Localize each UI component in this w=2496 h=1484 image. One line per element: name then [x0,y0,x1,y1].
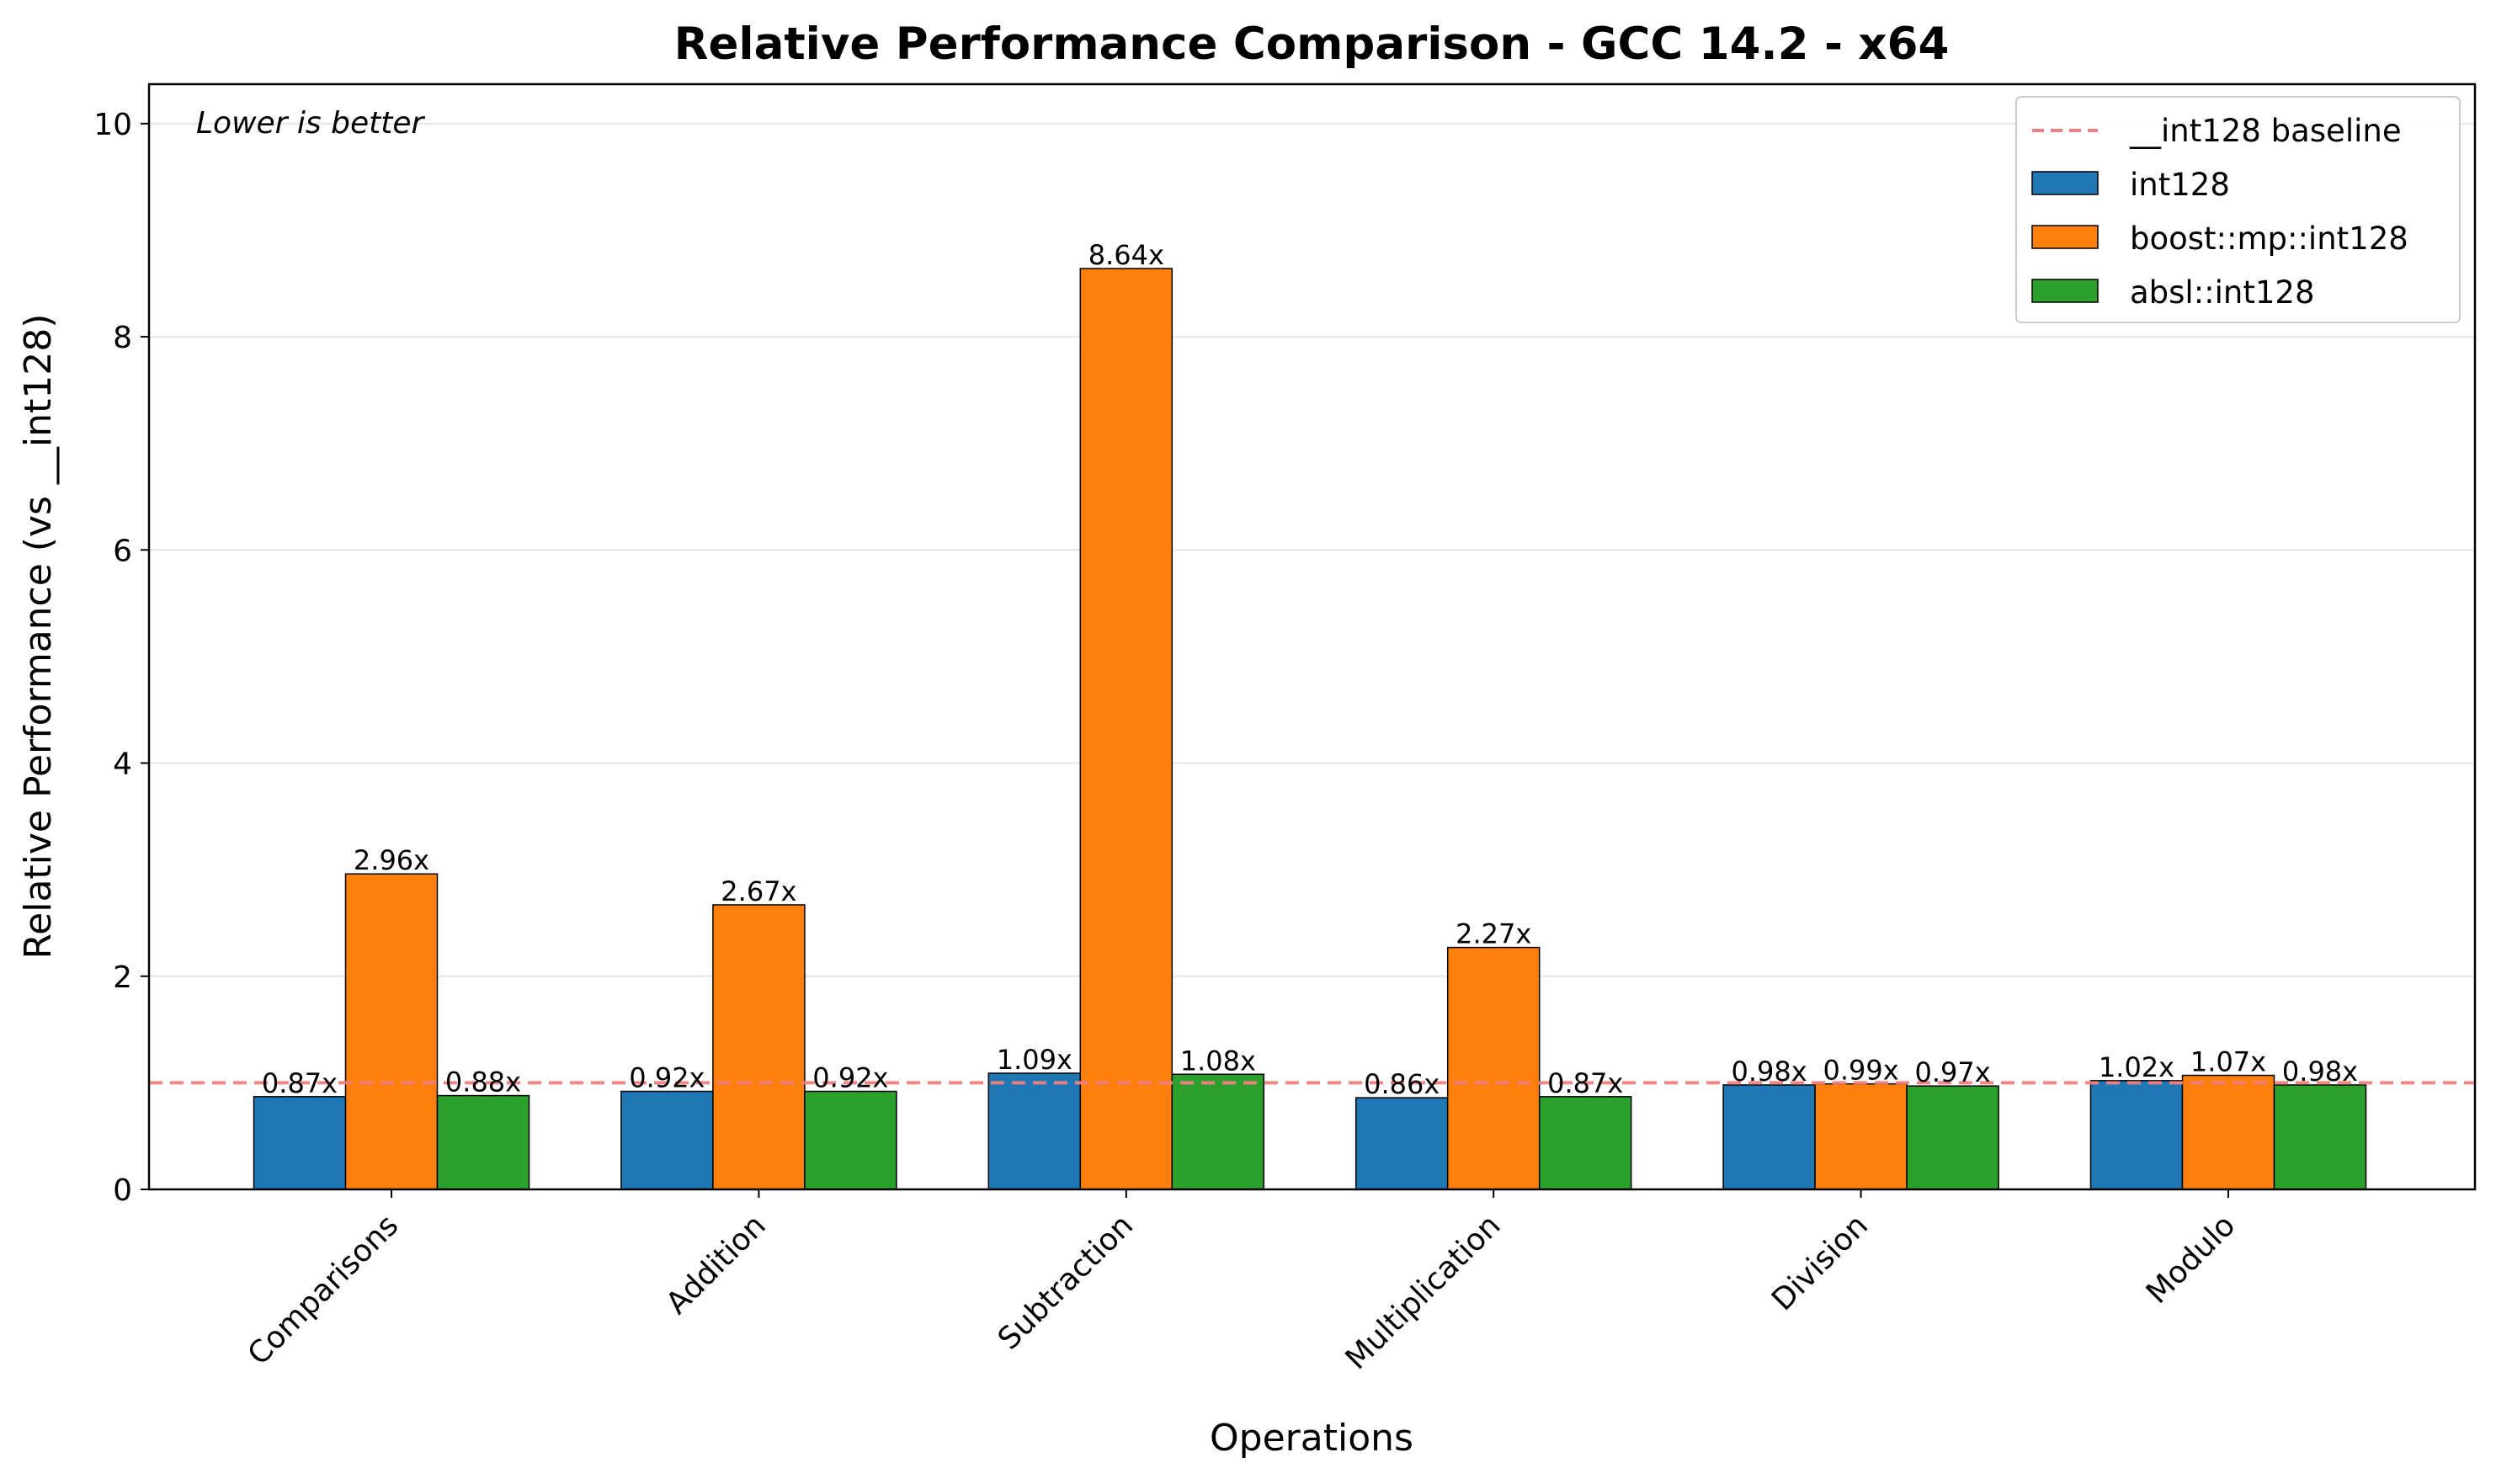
y-tick-label: 8 [113,321,132,355]
plot-frame [147,82,2477,1191]
bar-value-label: 0.97x [1915,1056,1991,1088]
bar-value-label: 2.67x [721,875,796,907]
bar [1079,268,1173,1190]
bar-value-label: 2.27x [1456,918,1531,950]
bar-value-label: 0.98x [1732,1056,1807,1088]
bar-value-label: 0.86x [1364,1068,1440,1100]
legend-swatch-int128 [2031,171,2099,195]
bar-value-label: 0.92x [812,1062,888,1094]
bar [253,1096,347,1190]
bar-value-label: 2.96x [354,844,429,876]
bar [1906,1085,1999,1190]
bar-value-label: 0.87x [1547,1067,1623,1099]
bar [620,1090,714,1190]
bars-layer [253,268,2367,1190]
y-axis-ticks: 0 2 4 6 8 10 [93,108,149,1208]
bar [1446,946,1541,1190]
bar [1171,1073,1265,1190]
bar-value-label: 0.99x [1823,1055,1899,1087]
bar-value-label: 1.09x [997,1044,1072,1076]
bar-value-label: 0.98x [2282,1056,2358,1088]
bar [1354,1097,1449,1190]
x-axis-title: Operations [1210,1417,1413,1460]
bar-value-label: 0.87x [262,1067,338,1099]
bar [436,1094,530,1190]
bar-value-label: 1.07x [2190,1046,2266,1078]
bar [2181,1074,2275,1190]
y-tick-label: 10 [93,108,132,142]
bar [1722,1084,1816,1190]
bar [344,873,439,1190]
bar-value-label: 1.08x [1180,1045,1256,1077]
grid-lines [149,122,2475,977]
y-tick-label: 6 [113,534,132,568]
legend-label-baseline: __int128 baseline [2129,113,2402,149]
bar [1538,1096,1632,1190]
bar [2089,1080,2184,1190]
bar-value-labels: 0.87x 2.96x 0.88x 0.92x 2.67x 0.92x 1.09x 8.64x… [262,239,2358,1100]
legend-swatch-absl-int128 [2031,279,2099,303]
chart-title: Relative Performance Comparison - GCC 14… [674,19,1950,70]
legend-label-absl-int128: absl::int128 [2130,274,2315,311]
bar [1814,1082,1908,1190]
bar-value-label: 0.92x [629,1062,705,1094]
y-tick-label: 2 [113,960,132,995]
legend-frame [2015,96,2461,323]
bar-value-label: 8.64x [1088,239,1164,271]
y-tick-label: 4 [113,747,132,782]
bar-value-label: 0.88x [445,1066,521,1098]
bar [712,904,806,1190]
legend-swatch-boost-int128 [2031,225,2099,249]
bar-value-label: 1.02x [2099,1051,2174,1083]
y-axis-title: Relative Performance (vs __int128) [17,314,60,960]
legend-label-boost-int128: boost::mp::int128 [2130,221,2408,257]
legend-label-int128: int128 [2130,167,2230,203]
legend: __int128 baseline int128 boost::mp::int1… [2015,96,2461,323]
bar [804,1090,897,1190]
bar [987,1072,1082,1190]
y-tick-label: 0 [113,1173,132,1208]
lower-is-better-note: Lower is better [196,106,425,141]
bar [2273,1084,2367,1190]
